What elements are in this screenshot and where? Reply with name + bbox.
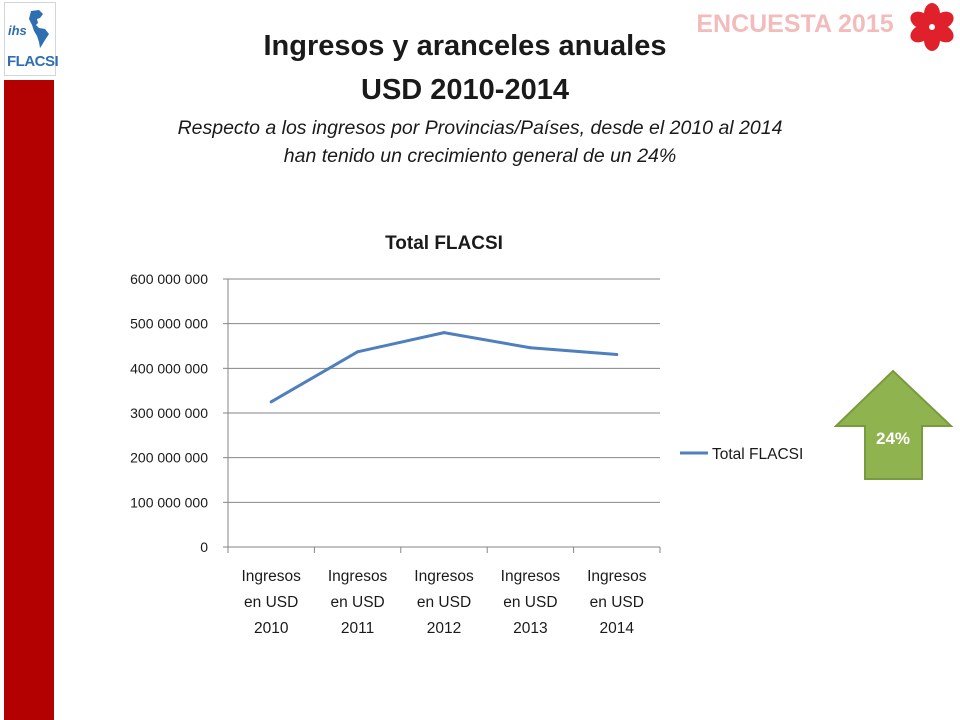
survey-label: ENCUESTA 2015 [696, 10, 894, 38]
ihs-flacsi-logo: ihs FLACSI [4, 2, 59, 76]
growth-arrow-shape [834, 369, 954, 480]
legend-label: Total FLACSI [712, 446, 803, 463]
page-title-line-2: USD 2010-2014 [361, 74, 569, 106]
americas-map-icon [29, 10, 49, 48]
series-point [269, 400, 273, 404]
x-tick-label: Ingresos en USD 2014 [587, 568, 647, 637]
page-subtitle-line-2: han tenido un crecimiento general de un … [283, 145, 677, 167]
page-title: Ingresos y aranceles anuales USD 2010-20… [150, 24, 780, 112]
side-bar [4, 80, 54, 720]
x-tick-label: Ingresos en USD 2011 [328, 568, 388, 637]
y-tick-label: 100 000 000 [130, 494, 208, 510]
flower-logo-icon [910, 3, 954, 51]
series-point [615, 352, 619, 356]
series-point [356, 350, 360, 354]
series-point [442, 331, 446, 335]
growth-arrow-icon: 24% [834, 369, 954, 480]
growth-arrow-label: 24% [876, 429, 910, 448]
y-tick-label: 600 000 000 [130, 271, 208, 287]
series-line [270, 331, 617, 404]
page-subtitle: Respecto a los ingresos por Provincias/P… [60, 114, 900, 170]
page-subtitle-line-1: Respecto a los ingresos por Provincias/P… [177, 117, 783, 139]
page-title-line-1: Ingresos y aranceles anuales [263, 30, 667, 62]
x-tick-label: Ingresos en USD 2010 [241, 568, 301, 637]
x-tick-label: Ingresos en USD 2012 [414, 568, 474, 637]
chart-title: Total FLACSI [385, 233, 503, 254]
y-tick-label: 500 000 000 [130, 316, 208, 332]
x-tick-label: Ingresos en USD 2013 [501, 568, 561, 637]
y-tick-label: 400 000 000 [130, 360, 208, 376]
y-tick-label: 0 [200, 539, 208, 555]
logo-text-ihs: ihs [8, 23, 27, 38]
y-tick-label: 300 000 000 [130, 405, 208, 421]
y-tick-label: 200 000 000 [130, 450, 208, 466]
logo-text-flacsi: FLACSI [7, 53, 59, 70]
series-point [528, 346, 532, 350]
